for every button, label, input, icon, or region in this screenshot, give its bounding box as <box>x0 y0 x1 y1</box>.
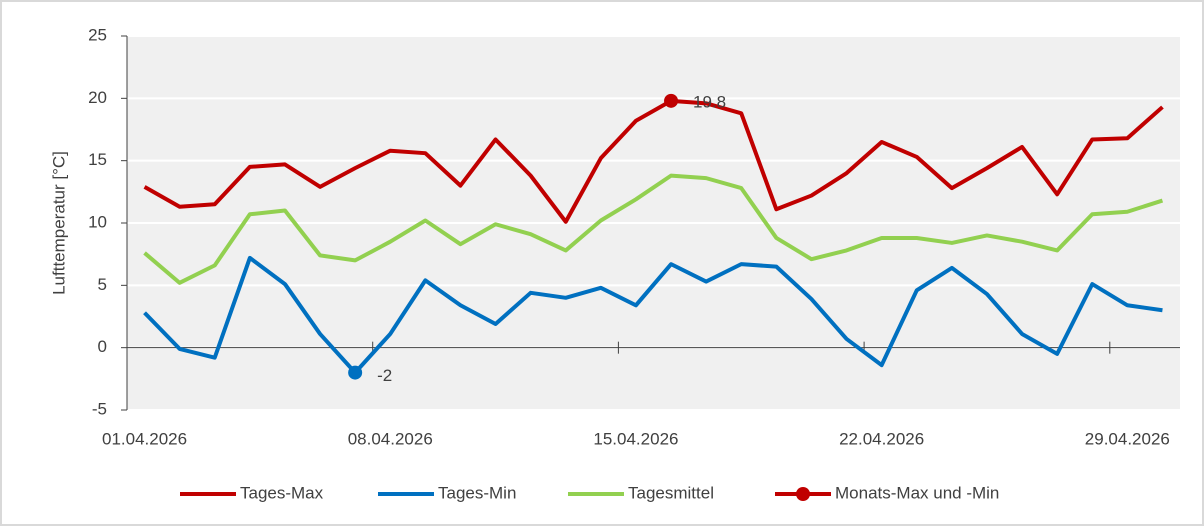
y-tick-label: 10 <box>88 212 107 231</box>
data-label: -2 <box>377 366 392 385</box>
x-tick-label: 01.04.2026 <box>102 429 187 448</box>
y-tick-label: 5 <box>98 275 107 294</box>
marker <box>348 365 363 380</box>
x-tick-label: 08.04.2026 <box>348 429 433 448</box>
y-tick-label: 15 <box>88 150 107 169</box>
legend-label: Tagesmittel <box>628 483 714 502</box>
legend-label: Tages-Min <box>438 483 516 502</box>
y-tick-label: -5 <box>92 399 107 418</box>
legend-label: Monats-Max und -Min <box>835 483 999 502</box>
y-axis-label: Lufttemperatur [°C] <box>49 151 68 295</box>
series-line <box>143 173 1164 285</box>
series-line <box>143 255 1163 375</box>
x-tick-label: 29.04.2026 <box>1085 429 1170 448</box>
y-tick-label: 20 <box>88 88 107 107</box>
x-tick-label: 22.04.2026 <box>839 429 924 448</box>
marker <box>664 93 679 108</box>
series-line <box>143 98 1164 224</box>
x-tick-label: 15.04.2026 <box>593 429 678 448</box>
data-label: 19.8 <box>693 92 726 111</box>
legend-label: Tages-Max <box>240 483 324 502</box>
y-tick-label: 25 <box>88 25 107 44</box>
y-tick-label: 0 <box>98 337 107 356</box>
legend-marker <box>796 487 810 501</box>
